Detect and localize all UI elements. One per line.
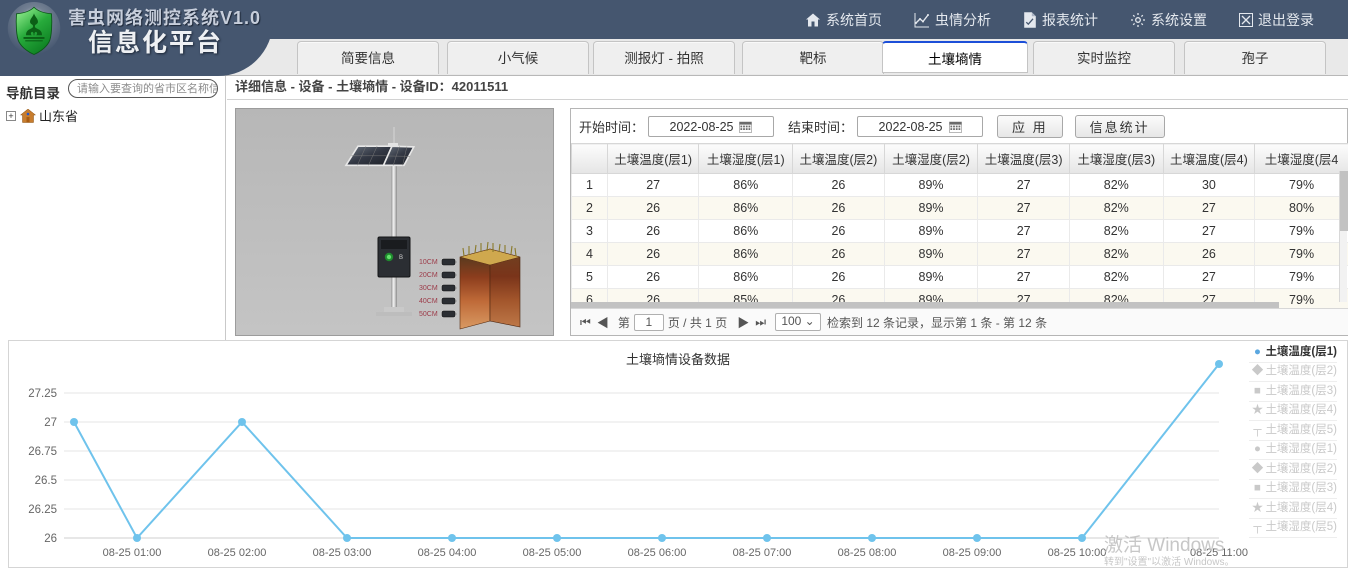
svg-text:26.75: 26.75: [28, 446, 57, 458]
svg-text:40CM: 40CM: [419, 298, 438, 305]
svg-text:B: B: [399, 255, 403, 261]
svg-text:08-25 10:00: 08-25 10:00: [1048, 547, 1107, 559]
svg-text:08-25 03:00: 08-25 03:00: [313, 547, 372, 559]
svg-text:26: 26: [44, 533, 57, 545]
svg-text:10CM: 10CM: [419, 259, 438, 266]
svg-text:激活 Windows: 激活 Windows: [1104, 534, 1224, 556]
svg-text:27.25: 27.25: [28, 388, 57, 400]
svg-text:27: 27: [44, 417, 57, 429]
svg-text:30CM: 30CM: [419, 285, 438, 292]
svg-text:08-25 05:00: 08-25 05:00: [523, 547, 582, 559]
svg-text:08-25 09:00: 08-25 09:00: [943, 547, 1002, 559]
svg-text:08-25 04:00: 08-25 04:00: [418, 547, 477, 559]
svg-text:26.5: 26.5: [35, 475, 57, 487]
svg-text:26.25: 26.25: [28, 504, 57, 516]
svg-text:50CM: 50CM: [419, 311, 438, 318]
svg-text:08-25 08:00: 08-25 08:00: [838, 547, 897, 559]
svg-text:20CM: 20CM: [419, 272, 438, 279]
svg-text:08-25 02:00: 08-25 02:00: [208, 547, 267, 559]
svg-text:08-25 01:00: 08-25 01:00: [103, 547, 162, 559]
svg-text:08-25 07:00: 08-25 07:00: [733, 547, 792, 559]
svg-text:08-25 06:00: 08-25 06:00: [628, 547, 687, 559]
svg-text:转到"设置"以激活 Windows。: 转到"设置"以激活 Windows。: [1104, 555, 1234, 568]
